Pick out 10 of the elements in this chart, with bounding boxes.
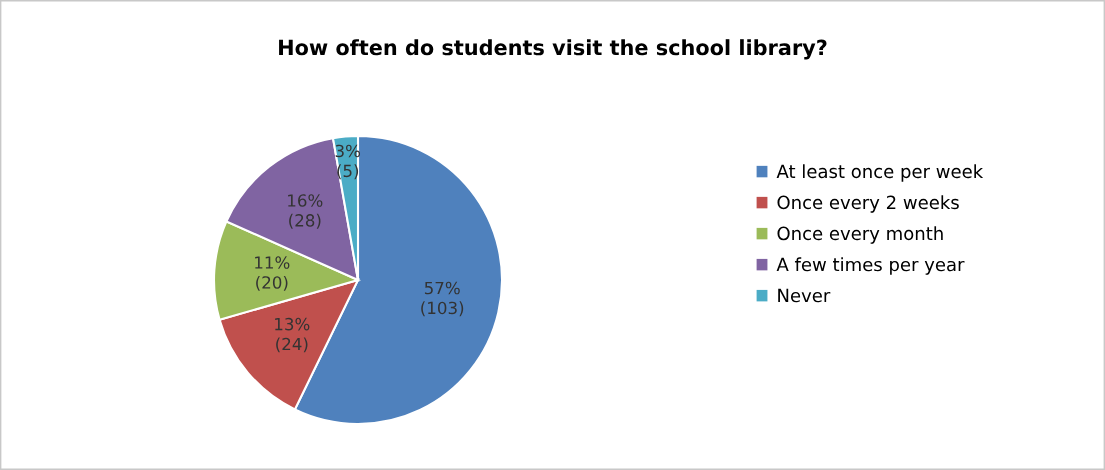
- data-label: 11% (20): [255, 256, 290, 291]
- legend-label: Once every 2 weeks: [777, 195, 959, 213]
- legend-label: Never: [778, 288, 831, 303]
- chart-title: How often do students visit the school library?: [279, 39, 827, 60]
- legend-label: A few times per year: [776, 257, 965, 275]
- legend-label: Once every month: [777, 226, 943, 244]
- data-label: 16% (28): [288, 194, 323, 229]
- data-label: 57% (103): [421, 281, 464, 317]
- data-label: 13% (24): [275, 317, 310, 353]
- legend-label: At least once per week: [776, 164, 984, 182]
